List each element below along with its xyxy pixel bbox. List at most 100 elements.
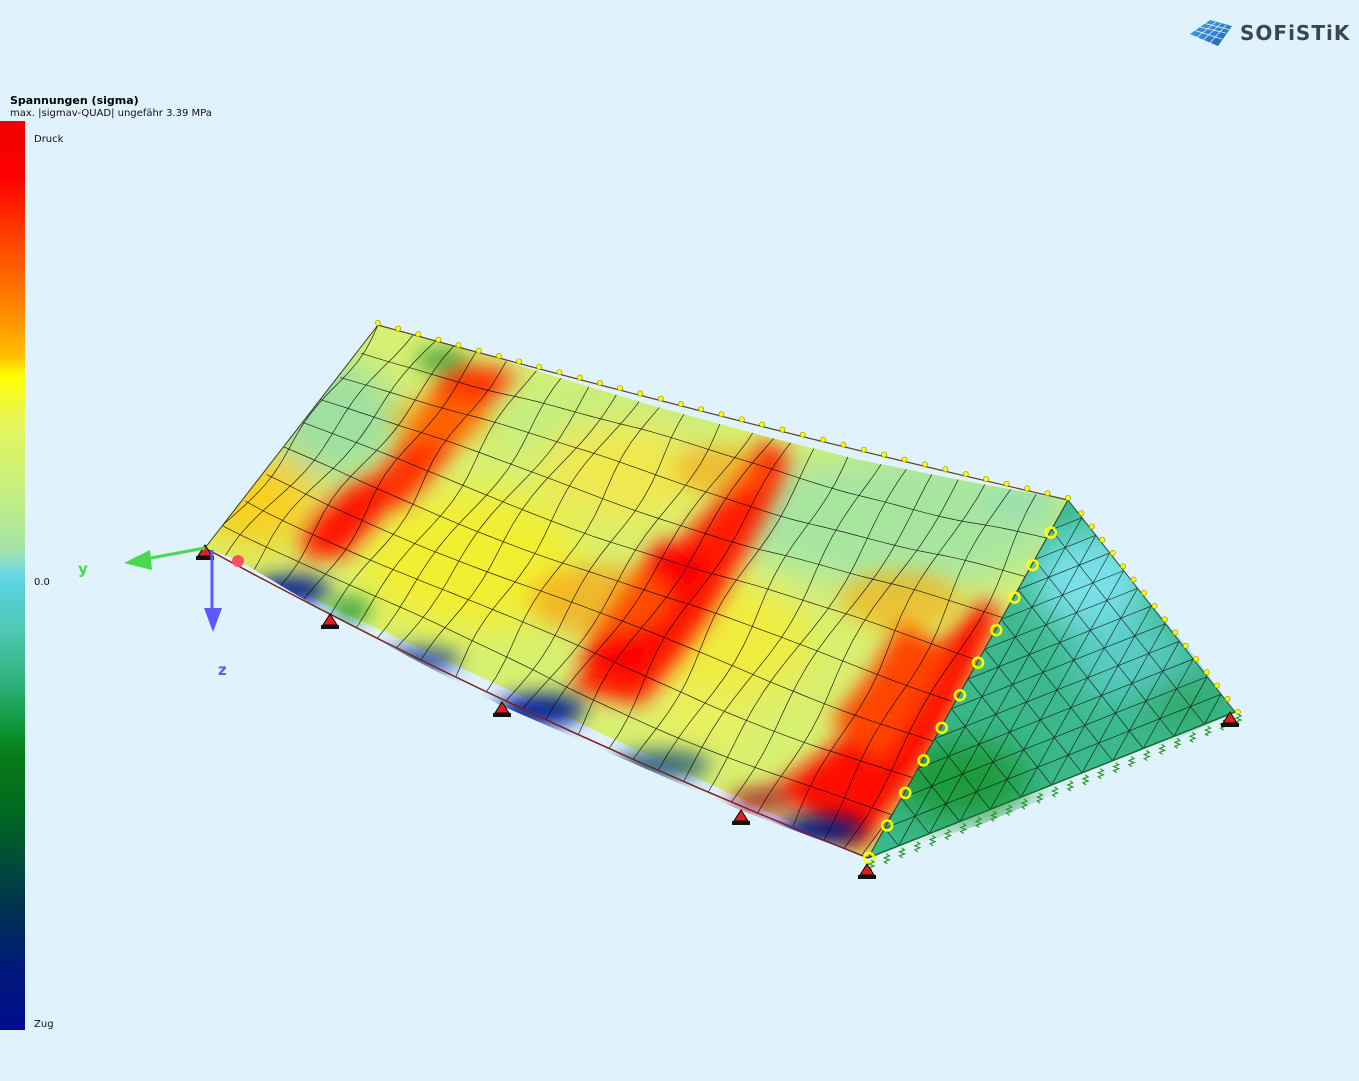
mesh-line [1034,559,1175,737]
mesh-line [205,325,379,547]
mesh-line [356,368,539,628]
support-node [1026,558,1039,572]
support-node [657,395,664,402]
mesh-line [486,401,665,692]
pin-support-base [732,821,750,825]
spring-support [882,853,891,865]
mesh-line [683,457,886,782]
legend-title: Spannungen (sigma) [10,94,139,107]
support-node [759,421,766,428]
mesh-line [302,351,477,601]
mesh-line [901,676,1208,799]
support-node [435,336,442,343]
axis-triad: y z [78,546,244,679]
support-node [637,390,644,397]
mesh-line [843,492,1038,849]
pin-support-base [196,556,214,560]
support-node [799,431,806,438]
support-node [556,369,563,376]
pin-support-base [493,713,511,717]
spring-support [1188,731,1197,743]
spring-support [1066,780,1075,792]
support-node [862,851,876,865]
z-axis-arrowhead [204,608,222,632]
support-node [935,721,948,735]
mesh-line [317,398,1004,619]
spring-support [1050,786,1060,798]
mesh-line [792,481,987,828]
support-node [455,342,462,349]
support-node [718,411,725,418]
spring-support [989,810,998,822]
support-node [983,476,990,482]
support-node [536,363,543,370]
support-node [1088,523,1095,530]
mesh-line [1051,517,1083,531]
support-node [901,456,908,463]
mesh-line [632,439,820,760]
spring-support [928,835,937,847]
support-node [1224,695,1231,702]
support-node [1182,642,1189,649]
support-node [738,416,745,423]
support-node [1130,576,1137,583]
mesh-line [223,334,414,559]
mesh-line [1017,589,1144,749]
spring-support [913,841,922,853]
z-axis-label: z [218,661,227,679]
mesh-line [298,420,975,660]
mesh-line [898,517,1083,847]
mesh-line [1017,552,1110,590]
y-axis-arrowhead [124,550,152,570]
support-node [990,623,1003,637]
spring-support [1112,762,1121,774]
spring-support [1127,756,1136,768]
mesh-line [1020,588,1138,798]
support-node [1172,629,1179,636]
support-node [1193,656,1200,662]
support-node [860,446,867,453]
mesh-line [990,570,1124,810]
mesh-line [1051,529,1205,725]
mesh-line [251,340,436,574]
support-node [881,451,888,458]
support-node [953,689,967,702]
support-node [516,358,522,365]
y-axis-label: y [78,560,88,578]
mesh-line [951,623,1166,710]
support-node [1008,591,1021,604]
support-node [899,786,912,800]
mesh-line [420,389,620,661]
mesh-line [917,768,961,822]
spring-support [959,823,968,834]
mesh-line [731,468,936,803]
support-node [576,374,583,381]
mesh-line [245,500,918,780]
front-face-mesh [205,325,1068,856]
colorbar-top-label: Druck [34,134,64,145]
spring-support [1005,804,1014,816]
sofistik-mesh-logo-icon [1190,20,1232,46]
support-node [962,471,969,478]
support-node [1162,616,1168,623]
support-node [1120,563,1127,570]
support-node [840,441,847,448]
support-node [597,380,603,386]
pin-support-base [321,625,339,629]
support-node [1235,709,1241,715]
support-node [475,347,482,354]
pin-support-base [858,875,876,879]
mesh-line [377,374,564,639]
support-node [922,461,928,468]
origin-marker [232,555,244,567]
support-node [1024,485,1030,492]
support-node [1109,550,1116,556]
mesh-line [959,552,1111,822]
support-node [1203,669,1210,676]
support-node [1099,536,1106,543]
spring-support [1203,725,1213,737]
mesh-line [282,445,953,702]
spring-support [1020,798,1029,810]
